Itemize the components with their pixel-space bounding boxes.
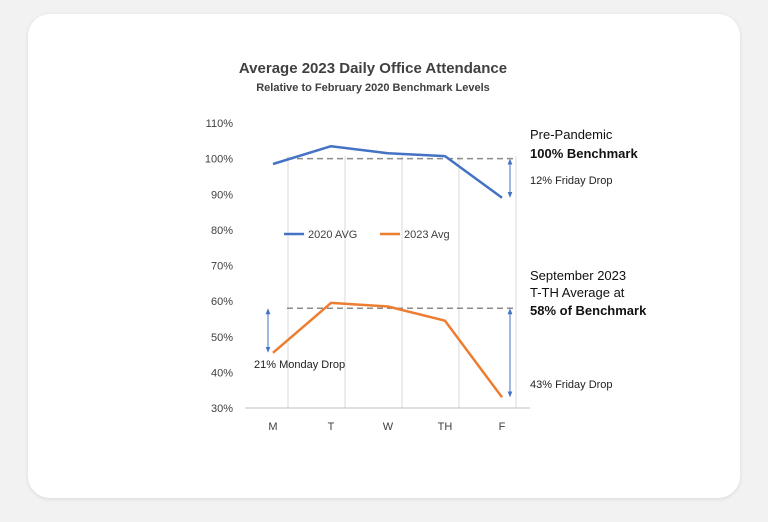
y-tick-label: 60% (211, 296, 233, 308)
x-axis: M T W TH F (268, 421, 505, 433)
x-tick-label: T (328, 421, 335, 433)
annotations: Pre-Pandemic 100% Benchmark 12% Friday D… (254, 127, 647, 391)
annotation-monday-drop: 21% Monday Drop (254, 359, 345, 371)
grid-lines (245, 156, 530, 409)
drop-arrows (265, 158, 513, 398)
x-tick-label: F (499, 421, 506, 433)
x-tick-label: M (268, 421, 277, 433)
annotation-tth-average: T-TH Average at (530, 285, 625, 300)
y-tick-label: 90% (211, 189, 233, 201)
y-tick-label: 30% (211, 403, 233, 415)
series-line-2023 (272, 301, 504, 399)
annotation-friday-drop-2020: 12% Friday Drop (530, 175, 613, 187)
legend-label-2023: 2023 Avg (404, 229, 450, 241)
x-tick-label: TH (438, 421, 453, 433)
y-tick-label: 70% (211, 261, 233, 273)
y-tick-label: 110% (206, 118, 234, 130)
chart-subtitle: Relative to February 2020 Benchmark Leve… (256, 82, 490, 94)
annotation-september-2023: September 2023 (530, 268, 626, 283)
x-tick-label: W (383, 421, 394, 433)
series-group (272, 144, 504, 399)
chart-title: Average 2023 Daily Office Attendance (239, 60, 507, 77)
annotation-benchmark-58: 58% of Benchmark (530, 303, 647, 318)
y-tick-label: 40% (211, 367, 233, 379)
annotation-benchmark-100: 100% Benchmark (530, 146, 638, 161)
annotation-pre-pandemic: Pre-Pandemic (530, 127, 613, 142)
legend-label-2020: 2020 AVG (308, 229, 357, 241)
y-tick-label: 50% (211, 332, 233, 344)
chart-card (28, 14, 740, 498)
reference-lines (287, 157, 514, 309)
y-tick-label: 80% (211, 225, 233, 237)
y-tick-label: 100% (205, 154, 233, 166)
annotation-friday-drop-2023: 43% Friday Drop (530, 379, 613, 391)
series-line-2020 (272, 144, 503, 199)
legend: 2020 AVG 2023 Avg (284, 229, 450, 241)
y-axis: 30% 40% 50% 60% 70% 80% 90% 100% 110% (205, 118, 233, 415)
